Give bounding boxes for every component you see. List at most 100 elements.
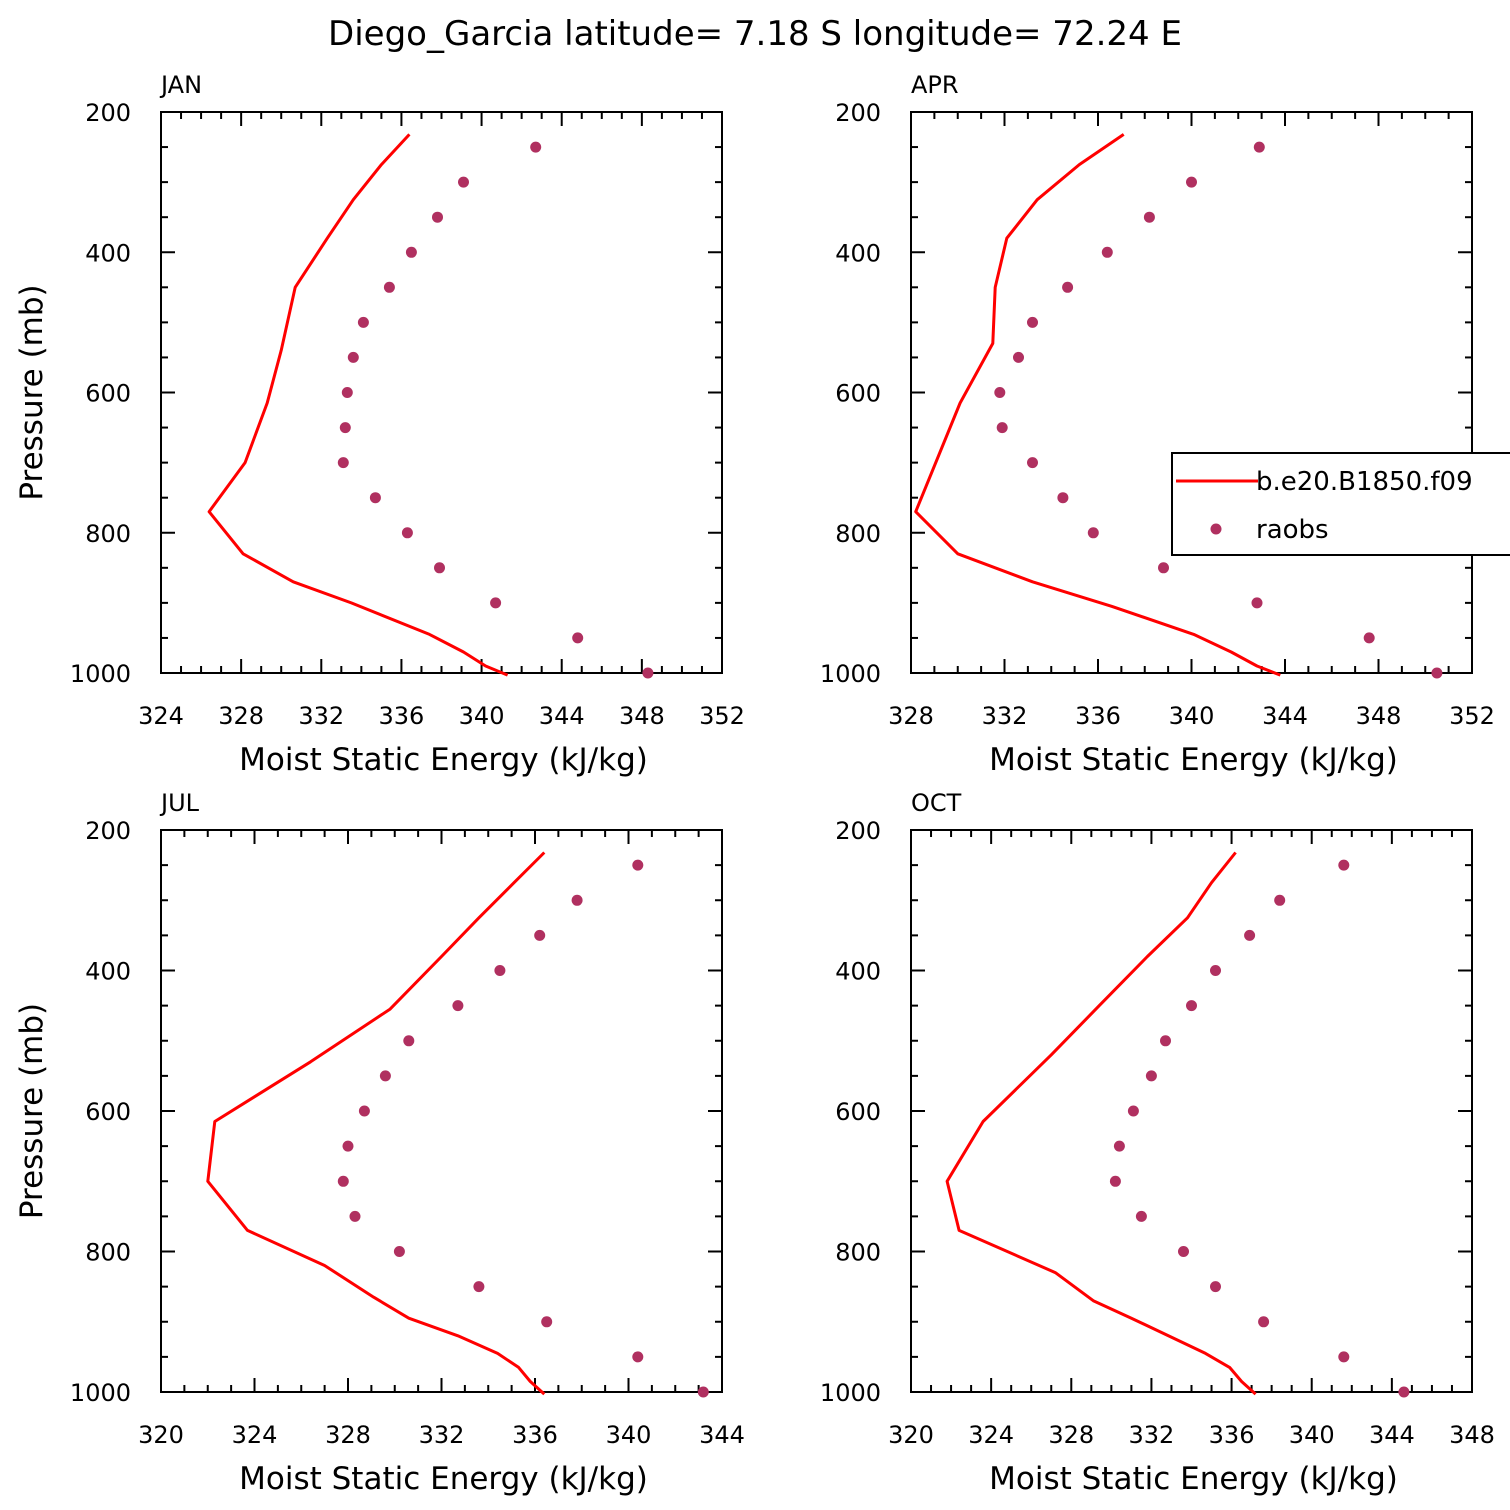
obs-point	[337, 1175, 349, 1187]
obs-point	[452, 1000, 464, 1012]
x-axis-label: Moist Static Energy (kJ/kg)	[239, 742, 648, 778]
obs-point	[383, 281, 395, 293]
model-line	[945, 851, 1257, 1396]
obs-point	[1244, 929, 1256, 941]
obs-point	[490, 597, 502, 609]
panel-jan: JAN 324 328 332 336 340 344 348 352 200 400 600 800 1…	[14, 71, 745, 778]
y-tick-label: 600	[85, 380, 131, 408]
obs-point	[534, 929, 546, 941]
obs-point	[697, 1386, 709, 1398]
obs-point	[357, 316, 369, 328]
obs-point	[572, 632, 584, 644]
obs-point	[1210, 965, 1221, 976]
obs-point	[1186, 176, 1197, 188]
x-axis-label: Moist Static Energy (kJ/kg)	[989, 1461, 1398, 1497]
figure-title: Diego_Garcia latitude= 7.18 S longitude=…	[328, 14, 1182, 54]
x-tick-label: 348	[1449, 1421, 1495, 1449]
y-tick-label: 400	[85, 958, 131, 986]
obs-point	[405, 246, 417, 258]
x-tick-label: 348	[619, 702, 665, 730]
y-tick-label: 200	[835, 99, 881, 127]
obs-point	[642, 667, 654, 679]
obs-point	[571, 894, 583, 906]
obs-point	[1338, 1351, 1350, 1363]
panel-jul: JUL 320 324 328 332 336 340 344 200 400 600 800 1000…	[14, 789, 745, 1497]
obs-point	[1145, 1070, 1157, 1082]
y-tick-label: 800	[835, 1239, 881, 1267]
obs-point	[337, 457, 349, 469]
obs-point	[358, 1105, 370, 1117]
y-tick-label: 400	[835, 239, 881, 267]
x-tick-label: 332	[1129, 1421, 1175, 1449]
obs-point	[1143, 211, 1155, 223]
model-line	[914, 133, 1281, 677]
obs-point	[1274, 894, 1286, 906]
x-tick-label: 324	[138, 702, 184, 730]
panel-label: APR	[911, 71, 959, 99]
obs-point	[1027, 457, 1038, 469]
model-line	[206, 851, 546, 1396]
x-tick-label: 328	[1048, 1421, 1094, 1449]
x-tick-label: 336	[1075, 702, 1121, 730]
obs-point	[473, 1281, 485, 1293]
legend-obs-swatch	[1210, 523, 1222, 535]
x-tick-label: 352	[1449, 702, 1495, 730]
obs-point	[1338, 859, 1350, 871]
obs-point	[632, 1351, 644, 1363]
obs-point	[1251, 597, 1263, 609]
x-tick-label: 324	[232, 1421, 278, 1449]
panel-label: JAN	[159, 71, 202, 99]
obs-point	[1398, 1386, 1410, 1398]
x-tick-label: 348	[1356, 702, 1402, 730]
obs-point	[1158, 562, 1169, 574]
y-axis-label: Pressure (mb)	[14, 1003, 50, 1219]
plot-frame	[160, 111, 723, 674]
x-tick-label: 332	[982, 702, 1028, 730]
obs-point	[1258, 1316, 1270, 1328]
model-line	[207, 133, 509, 677]
obs-point	[342, 1140, 354, 1152]
x-tick-label: 336	[512, 1421, 558, 1449]
panel-apr: APR 328 332 336 340 344 348 352 200 400 600 800 1000…	[820, 71, 1510, 778]
obs-point	[530, 141, 542, 153]
y-tick-label: 400	[835, 958, 881, 986]
panel-label: JUL	[159, 789, 200, 817]
obs-point	[432, 211, 443, 223]
y-tick-label: 1000	[820, 1379, 881, 1407]
obs-point	[403, 1035, 415, 1047]
obs-point	[339, 422, 351, 434]
y-tick-label: 200	[835, 817, 881, 845]
x-tick-label: 328	[325, 1421, 371, 1449]
panel-oct: OCT 320 324 328 332 336 340 344 348 200 400 600 800 1…	[820, 789, 1495, 1497]
obs-point	[1101, 246, 1113, 258]
obs-point	[349, 1210, 361, 1222]
y-tick-label: 200	[85, 817, 131, 845]
x-tick-label: 340	[606, 1421, 652, 1449]
x-axis-label: Moist Static Energy (kJ/kg)	[989, 742, 1398, 778]
x-tick-label: 324	[968, 1421, 1014, 1449]
obs-point	[369, 492, 381, 504]
legend-box	[1171, 452, 1510, 556]
x-tick-label: 344	[539, 702, 585, 730]
legend-obs-label: raobs	[1256, 515, 1329, 545]
x-axis-label: Moist Static Energy (kJ/kg)	[239, 1461, 648, 1497]
obs-point	[494, 965, 506, 976]
y-tick-label: 600	[85, 1098, 131, 1126]
plot-frame	[160, 829, 723, 1393]
obs-point	[434, 562, 445, 574]
x-tick-label: 336	[379, 702, 425, 730]
obs-point	[393, 1246, 405, 1257]
x-tick-label: 320	[888, 1421, 934, 1449]
y-tick-label: 1000	[70, 660, 131, 688]
obs-point	[1210, 1281, 1221, 1293]
x-tick-label: 328	[218, 702, 264, 730]
x-tick-label: 320	[138, 1421, 184, 1449]
y-tick-label: 1000	[820, 660, 881, 688]
obs-point	[1178, 1246, 1189, 1257]
x-tick-label: 332	[419, 1421, 465, 1449]
x-tick-label: 352	[699, 702, 745, 730]
obs-point	[1057, 492, 1069, 504]
obs-point	[379, 1070, 391, 1082]
obs-point	[341, 387, 353, 398]
obs-point	[458, 176, 469, 188]
